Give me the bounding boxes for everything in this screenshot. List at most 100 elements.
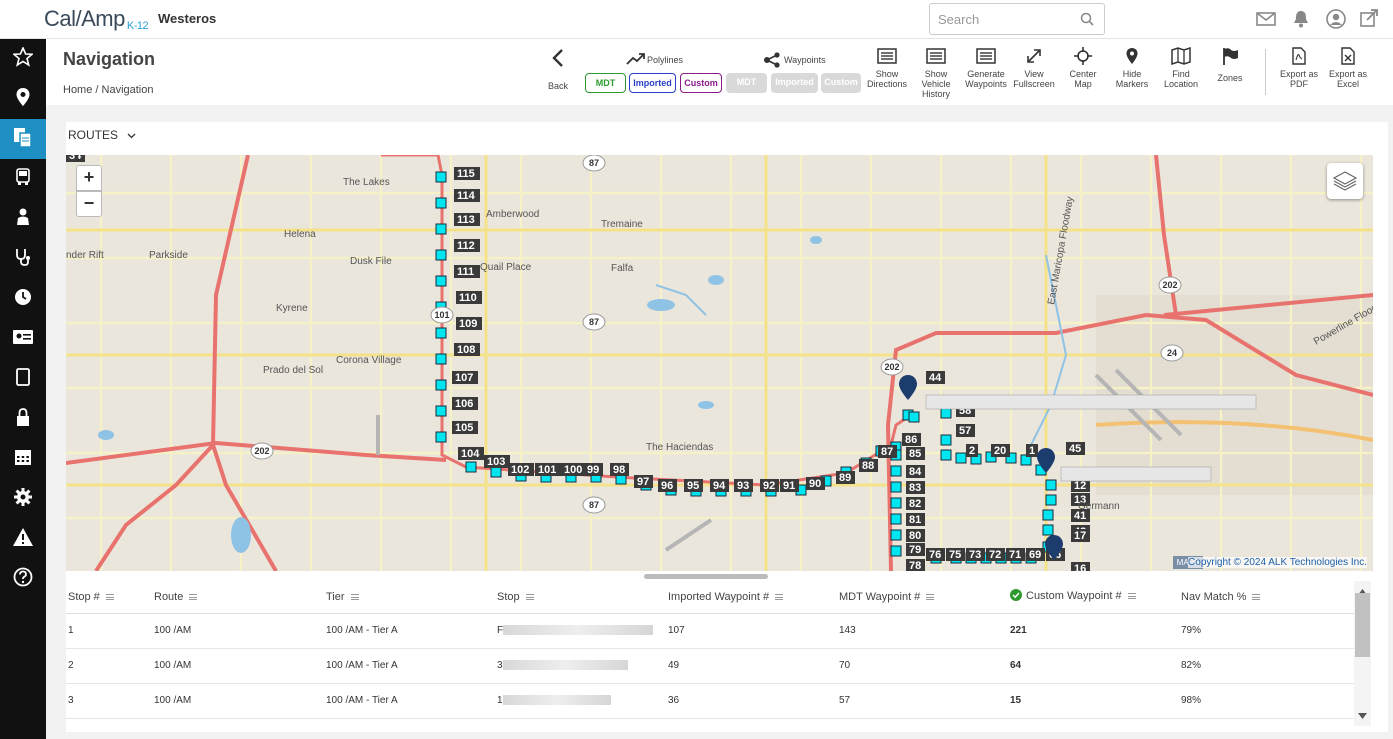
sidebar-item-security[interactable] [0, 399, 46, 439]
col-header-stop[interactable]: Stop [495, 581, 666, 614]
route-label: 107 [452, 371, 478, 384]
route-label: 20 [991, 444, 1010, 457]
sidebar-item-tablet[interactable] [0, 359, 46, 399]
scroll-thumb[interactable] [1355, 593, 1370, 657]
svg-text:94: 94 [713, 480, 726, 492]
col-header-custom-waypoint[interactable]: Custom Waypoint # [1008, 581, 1179, 614]
column-menu-icon[interactable] [525, 593, 534, 600]
svg-text:92: 92 [763, 480, 775, 492]
cell-tier: 100 /AM - Tier A [324, 648, 495, 684]
route-label: 105 [452, 421, 478, 434]
find-location-button[interactable]: Find Location [1159, 46, 1203, 89]
user-icon[interactable] [1325, 9, 1347, 29]
search-box [929, 3, 1105, 35]
sidebar-item-location[interactable] [0, 79, 46, 119]
sidebar-item-help[interactable] [0, 559, 46, 599]
scroll-down-icon[interactable] [1358, 706, 1367, 724]
generate-waypoints-label: Generate Waypoints [965, 69, 1007, 89]
sidebar-item-history[interactable] [0, 279, 46, 319]
breadcrumb[interactable]: Home / Navigation [63, 84, 154, 96]
sidebar-item-favorites[interactable] [0, 39, 46, 79]
svg-text:41: 41 [1074, 510, 1086, 522]
back-button[interactable]: Back [540, 47, 576, 91]
zoom-in-button[interactable]: + [76, 165, 102, 191]
sidebar-item-health[interactable] [0, 239, 46, 279]
sidebar-item-calendar[interactable] [0, 439, 46, 479]
waypoint-marker [1005, 452, 1017, 464]
column-menu-icon[interactable] [350, 593, 359, 600]
table-vertical-scrollbar[interactable] [1354, 581, 1371, 726]
zoom-out-button[interactable]: − [76, 191, 102, 217]
svg-text:13: 13 [1074, 494, 1086, 506]
sidebar-item-bus[interactable] [0, 159, 46, 199]
col-header-tier[interactable]: Tier [324, 581, 495, 614]
place-name-label: Corona Village [336, 355, 402, 366]
col-header-route[interactable]: Route [152, 581, 324, 614]
svg-text:3: 3 [69, 155, 75, 162]
waypoint-mdt-button[interactable]: MDT [726, 73, 767, 93]
route-label: 80 [906, 529, 925, 542]
left-sidebar [0, 39, 46, 739]
route-label: 106 [452, 397, 478, 410]
show-directions-button[interactable]: Show Directions [864, 47, 910, 89]
show-vehicle-history-button[interactable]: Show Vehicle History [913, 47, 959, 99]
waypoint-custom-button[interactable]: Custom [821, 73, 861, 93]
view-fullscreen-label: View Fullscreen [1013, 69, 1055, 89]
search-input[interactable] [938, 10, 1078, 28]
col-header-mdt-waypoint[interactable]: MDT Waypoint # [837, 581, 1008, 614]
layers-button[interactable] [1327, 163, 1363, 199]
horizontal-scrollbar[interactable] [644, 574, 768, 579]
polyline-custom-button[interactable]: Custom [680, 73, 722, 93]
export-pdf-button[interactable]: Export as PDF [1277, 47, 1321, 89]
search-icon[interactable] [1080, 12, 1094, 31]
svg-text:98: 98 [613, 464, 625, 476]
lock-icon [14, 407, 32, 432]
waypoint-imported-button[interactable]: Imported [771, 73, 818, 93]
table-row[interactable]: 1 100 /AM 100 /AM - Tier A F 107 143 221… [66, 613, 1356, 649]
routes-dropdown[interactable]: ROUTES [68, 128, 136, 142]
sidebar-item-students[interactable] [0, 199, 46, 239]
table-row[interactable]: 3 100 /AM 100 /AM - Tier A 1 36 57 15 98… [66, 683, 1356, 719]
col-header-nav-match[interactable]: Nav Match % [1179, 581, 1356, 614]
center-map-button[interactable]: Center Map [1061, 47, 1105, 89]
svg-text:17: 17 [1074, 530, 1086, 542]
route-label: 104 [458, 447, 484, 460]
table-row[interactable]: 2 100 /AM 100 /AM - Tier A 3 49 70 64 82… [66, 648, 1356, 684]
external-link-icon[interactable] [1358, 9, 1380, 29]
cell-mdt: 57 [837, 683, 1008, 719]
hide-markers-button[interactable]: Hide Markers [1110, 47, 1154, 89]
polyline-mdt-button[interactable]: MDT [585, 73, 626, 93]
waypoint-marker [435, 171, 447, 183]
route-label: 99 [584, 463, 603, 476]
export-excel-button[interactable]: Export as Excel [1326, 47, 1370, 89]
bell-icon[interactable] [1290, 9, 1312, 29]
sidebar-item-id-cards[interactable] [0, 319, 46, 359]
route-label: 100 [561, 463, 587, 476]
sidebar-item-settings[interactable] [0, 479, 46, 519]
column-menu-icon[interactable] [189, 593, 198, 600]
column-menu-icon[interactable] [926, 593, 935, 600]
show-vehicle-history-label: Show Vehicle History [921, 69, 951, 99]
polyline-imported-button[interactable]: Imported [629, 73, 676, 93]
sidebar-item-alerts[interactable] [0, 519, 46, 559]
calamp-logo[interactable]: Cal/Amp K-12 [44, 6, 149, 32]
route-label: 96 [658, 479, 677, 492]
sidebar-item-navigation[interactable] [0, 119, 46, 159]
column-menu-icon[interactable] [105, 593, 114, 600]
column-menu-icon[interactable] [1127, 593, 1136, 600]
map-copyright[interactable]: Copyright © 2024 ALK Technologies Inc. [1188, 557, 1367, 568]
waypoint-marker [435, 249, 447, 261]
cell-tier: 100 /AM - Tier A [324, 613, 495, 649]
routes-label: ROUTES [68, 128, 119, 142]
mail-icon[interactable] [1255, 9, 1277, 29]
route-map[interactable]: 115 114 113 112 111 110 109 108 107 106 105 104 103 1… [66, 155, 1373, 571]
generate-waypoints-button[interactable]: Generate Waypoints [962, 47, 1010, 89]
col-header-imported-waypoint[interactable]: Imported Waypoint # [666, 581, 837, 614]
col-header-stop-no[interactable]: Stop # [66, 581, 152, 614]
column-menu-icon[interactable] [1252, 593, 1261, 600]
zones-button[interactable]: Zones [1208, 47, 1252, 83]
waypoint-marker [490, 466, 502, 478]
highway-shield: 24 [1160, 344, 1184, 362]
view-fullscreen-button[interactable]: View Fullscreen [1012, 47, 1056, 89]
column-menu-icon[interactable] [775, 593, 784, 600]
